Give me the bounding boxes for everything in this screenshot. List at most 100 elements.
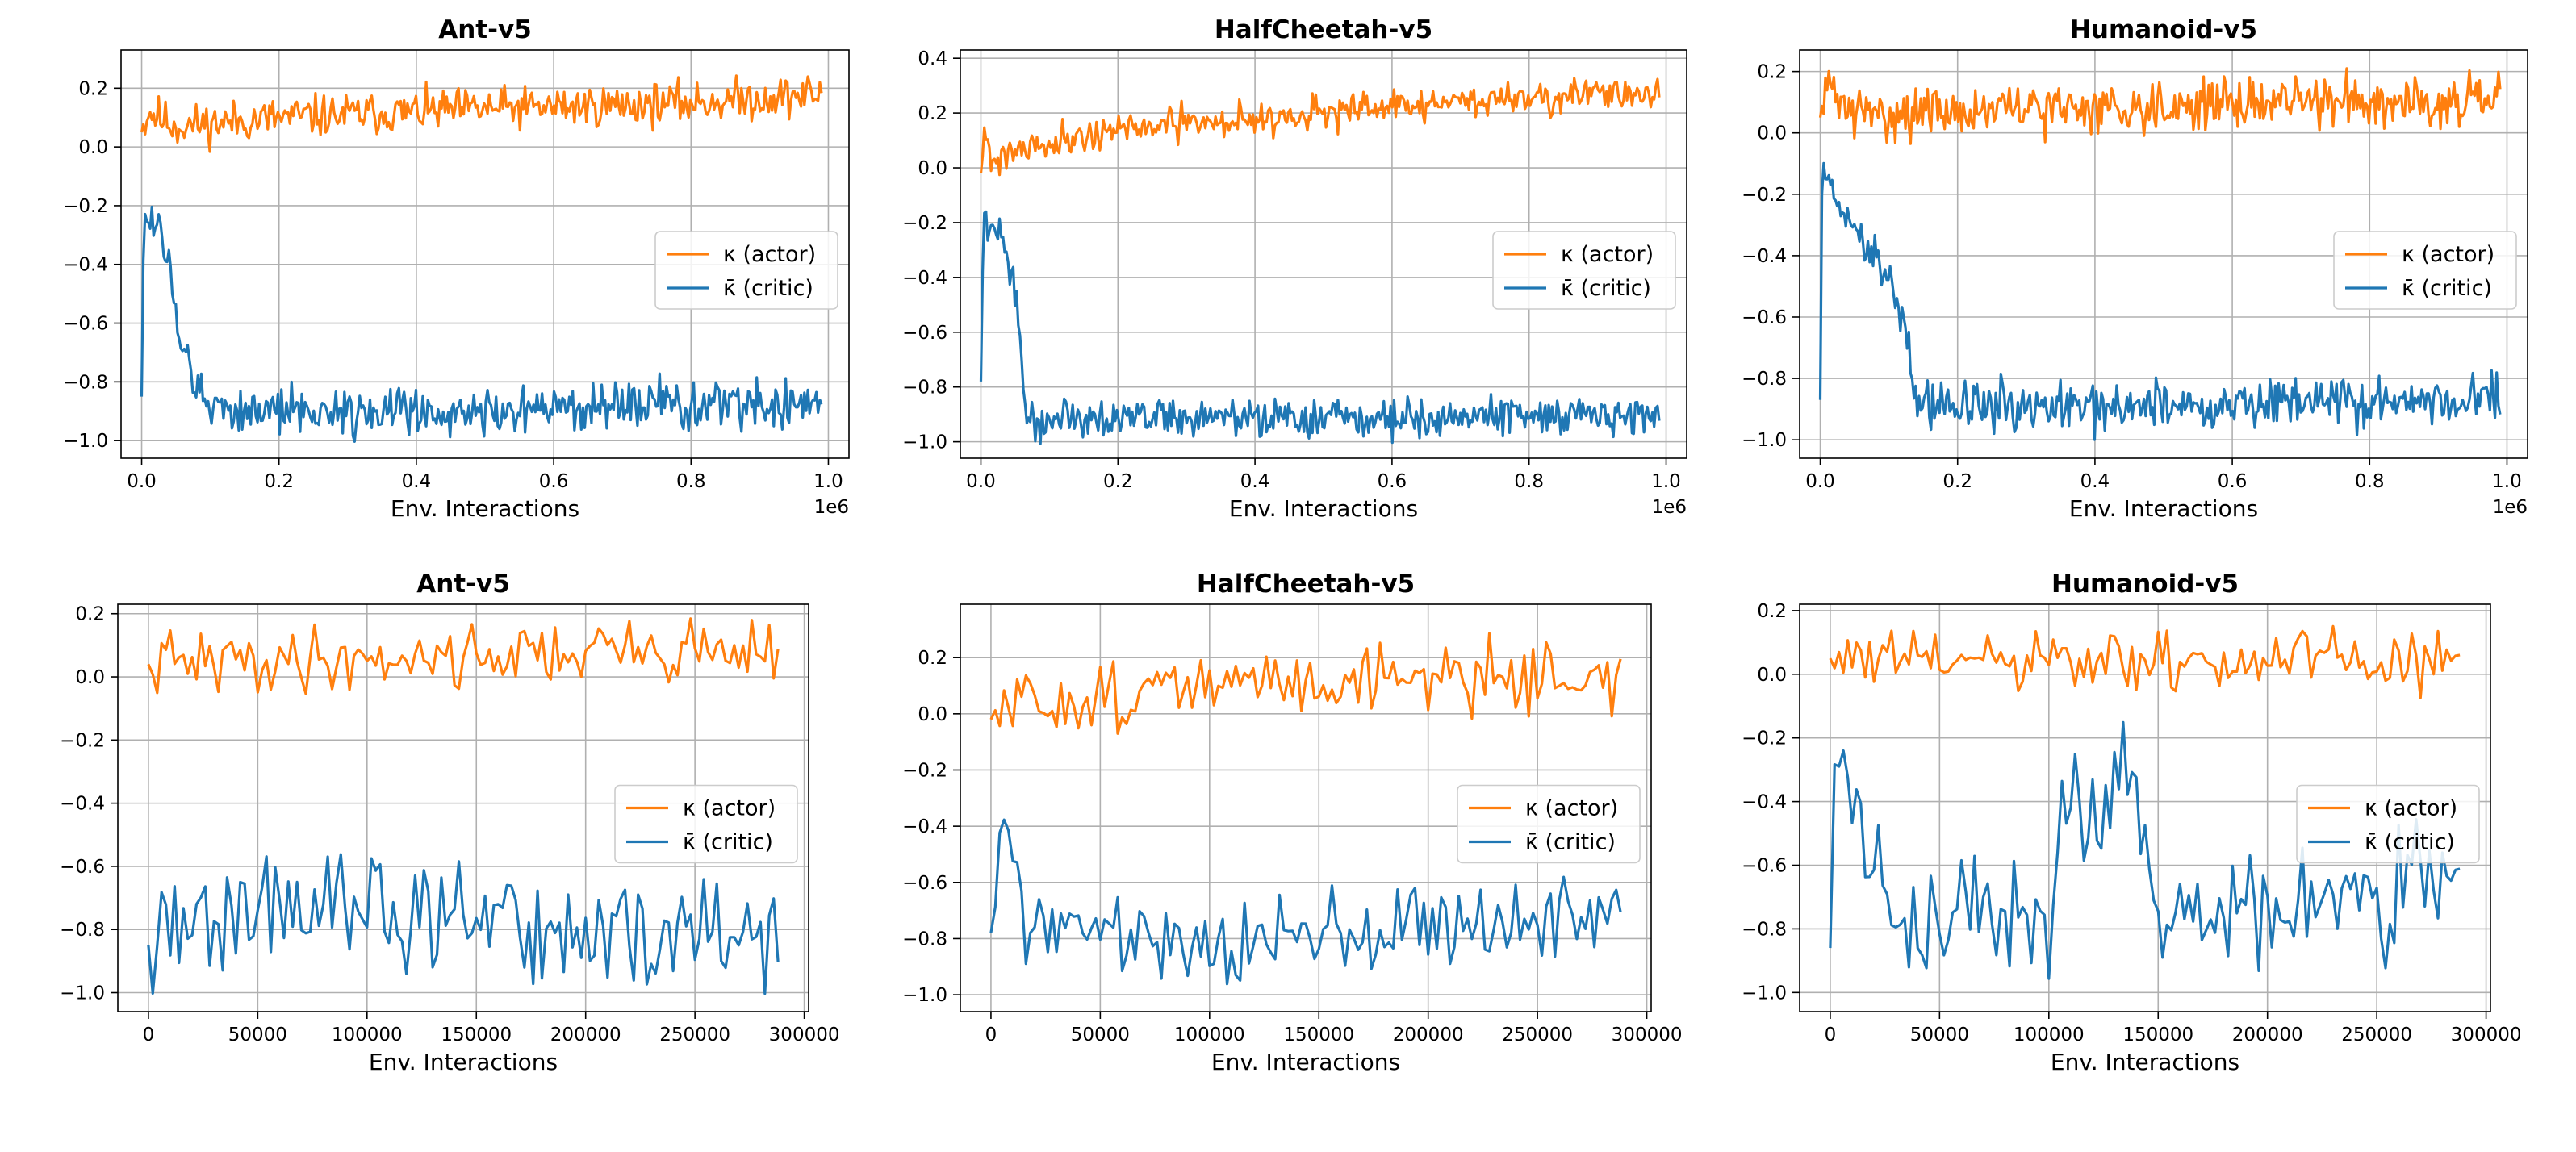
- x-tick-label: 100000: [1174, 1025, 1245, 1046]
- x-tick-label: 0.2: [1942, 471, 1972, 492]
- series-line-critic: [1818, 161, 2502, 441]
- x-tick-label: 200000: [550, 1025, 621, 1046]
- y-tick-label: −0.2: [902, 760, 947, 781]
- x-tick-label: 1.0: [1651, 471, 1681, 492]
- series-line-actor: [140, 74, 823, 153]
- y-tick-label: −0.4: [902, 816, 947, 837]
- x-tick-label: 250000: [1502, 1025, 1573, 1046]
- legend-label-actor: κ (actor): [683, 796, 776, 821]
- x-tick-label: 1.0: [813, 471, 843, 492]
- chart-title: Humanoid-v5: [2051, 570, 2239, 599]
- x-tick-label: 300000: [769, 1025, 840, 1046]
- y-tick-label: −1.0: [60, 983, 105, 1004]
- x-tick-label: 0.4: [2080, 471, 2110, 492]
- x-tick-label: 0.0: [1805, 471, 1835, 492]
- legend-label-actor: κ (actor): [723, 242, 816, 267]
- y-tick-label: −0.4: [60, 794, 105, 815]
- x-tick-label: 0.4: [1240, 471, 1270, 492]
- axes-frame: [117, 603, 809, 1012]
- series-line-actor: [147, 617, 780, 695]
- x-tick-label: 150000: [2122, 1025, 2193, 1046]
- x-axis-label: Env. Interactions: [391, 495, 579, 522]
- legend-label-critic: κ̄ (critic): [683, 830, 773, 855]
- x-tick-label: 100000: [332, 1025, 403, 1046]
- series-line-critic: [140, 205, 823, 443]
- y-tick-label: −0.4: [1742, 246, 1787, 267]
- x-tick-label: 0.6: [2218, 471, 2248, 492]
- x-tick-label: 0.8: [2355, 471, 2385, 492]
- x-tick-label: 0.0: [127, 471, 157, 492]
- y-tick-label: 0.0: [1757, 665, 1787, 686]
- y-tick-label: 0.0: [75, 667, 105, 688]
- y-tick-label: −1.0: [1742, 430, 1787, 451]
- axes-frame: [120, 49, 850, 459]
- x-tick-label: 50000: [228, 1025, 287, 1046]
- y-tick-label: 0.0: [918, 704, 947, 725]
- y-tick-label: −1.0: [902, 985, 947, 1006]
- x-tick-label: 0: [985, 1025, 997, 1046]
- legend: κ (actor) κ̄ (critic): [1457, 784, 1641, 864]
- legend-label-critic: κ̄ (critic): [723, 276, 813, 301]
- y-tick-label: −0.8: [1742, 369, 1787, 390]
- chart-panel-5: 0 50000 100000 150000 200000 250000 300000 −1.0…: [902, 570, 1682, 1075]
- legend: κ (actor) κ̄ (critic): [2333, 231, 2517, 310]
- chart-panel-4: 0 50000 100000 150000 200000 250000 300000 −1.0…: [60, 570, 839, 1075]
- y-tick-label: −0.8: [63, 372, 108, 393]
- x-axis-label: Env. Interactions: [2069, 495, 2258, 522]
- y-tick-label: −1.0: [902, 432, 947, 453]
- x-tick-label: 0.0: [966, 471, 996, 492]
- axes-frame: [1799, 603, 2491, 1012]
- y-tick-label: −0.2: [1742, 185, 1787, 206]
- series-line-critic: [989, 818, 1622, 986]
- x-tick-label: 0.4: [402, 471, 432, 492]
- x-tick-label: 0.8: [1514, 471, 1544, 492]
- chart-title: Humanoid-v5: [2070, 15, 2257, 44]
- x-tick-label: 50000: [1071, 1025, 1130, 1046]
- chart-title: Ant-v5: [416, 570, 510, 599]
- y-tick-label: 0.2: [1757, 62, 1787, 83]
- x-tick-label: 1.0: [2492, 471, 2522, 492]
- x-tick-label: 200000: [1393, 1025, 1464, 1046]
- legend-label-actor: κ (actor): [1525, 796, 1618, 821]
- axes-frame: [1799, 49, 2528, 459]
- chart-panel-2: 0.0 0.2 0.4 0.6 0.8 1.0 −1.0 −0.8 −0.6 −0.4 −0.2 0.…: [902, 15, 1687, 522]
- chart-panel-1: 0.0 0.2 0.4 0.6 0.8 1.0 −1.0 −0.8 −0.6 −0.4 −0.2 0.…: [63, 15, 850, 522]
- y-tick-label: −0.2: [902, 213, 947, 234]
- y-tick-label: −0.6: [63, 314, 108, 335]
- legend-box: [654, 231, 838, 310]
- x-tick-label: 250000: [659, 1025, 730, 1046]
- x-offset-label: 1e6: [1652, 497, 1687, 518]
- series-line-actor: [989, 632, 1622, 735]
- x-tick-label: 0.2: [1103, 471, 1133, 492]
- x-tick-label: 200000: [2232, 1025, 2303, 1046]
- y-tick-label: 0.2: [918, 648, 947, 669]
- y-tick-label: −0.6: [902, 323, 947, 344]
- x-tick-label: 0: [1825, 1025, 1837, 1046]
- legend-box: [2333, 231, 2517, 310]
- x-axis-label: Env. Interactions: [1229, 495, 1418, 522]
- y-tick-label: −1.0: [1742, 983, 1787, 1004]
- x-tick-label: 100000: [2014, 1025, 2085, 1046]
- legend-box: [2296, 784, 2480, 864]
- x-tick-label: 150000: [441, 1025, 512, 1046]
- y-tick-label: −0.2: [1742, 728, 1787, 749]
- series-line-actor: [1829, 624, 2461, 699]
- y-tick-label: −0.2: [63, 196, 108, 217]
- chart-title: Ant-v5: [438, 15, 532, 44]
- x-offset-label: 1e6: [814, 497, 849, 518]
- x-tick-label: 50000: [1910, 1025, 1969, 1046]
- legend: κ (actor) κ̄ (critic): [2296, 784, 2480, 864]
- y-tick-label: −0.8: [60, 920, 105, 941]
- y-tick-label: 0.0: [1757, 123, 1787, 144]
- y-tick-label: −0.4: [1742, 792, 1787, 813]
- legend-label-critic: κ̄ (critic): [2365, 830, 2455, 855]
- x-tick-label: 300000: [1612, 1025, 1683, 1046]
- chart-title: HalfCheetah-v5: [1197, 570, 1415, 599]
- legend-label-actor: κ (actor): [2365, 796, 2457, 821]
- x-tick-label: 0.6: [539, 471, 569, 492]
- y-tick-label: 0.0: [918, 158, 947, 179]
- x-tick-label: 0: [143, 1025, 155, 1046]
- y-tick-label: −0.8: [902, 378, 947, 399]
- legend-label-critic: κ̄ (critic): [2402, 276, 2492, 301]
- series-line-critic: [979, 210, 1661, 445]
